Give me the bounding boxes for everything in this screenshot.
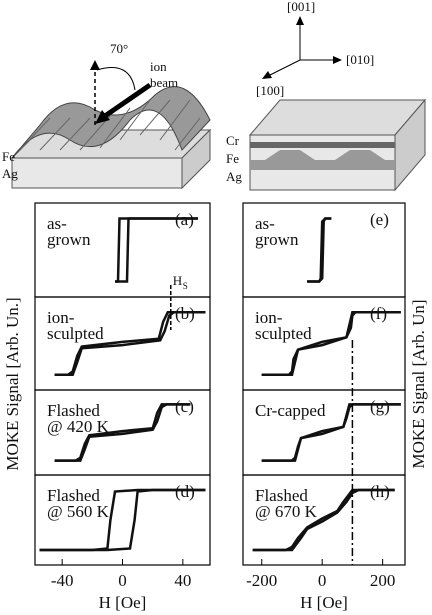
hysteresis-branch xyxy=(54,403,191,462)
panel-label: (h) xyxy=(370,482,390,501)
x-tick-label: 40 xyxy=(174,571,191,590)
hysteresis-branch xyxy=(261,311,401,376)
axis-dir-label: [001] xyxy=(287,0,315,14)
layer-label: Ag xyxy=(2,166,18,181)
panel-annotation: @ 670 K xyxy=(255,502,318,521)
layer-label: Ag xyxy=(226,169,242,184)
panel-annotation: ion- xyxy=(255,308,283,327)
panel-label: (c) xyxy=(175,397,194,416)
hysteresis-branch xyxy=(54,311,206,376)
sample-left: 70° ion beam Fe Ag xyxy=(2,41,212,190)
panel-annotation: @ 560 K xyxy=(47,502,110,521)
hysteresis-branch xyxy=(115,217,198,283)
hysteresis-branch xyxy=(307,217,332,283)
axis-dir-label: [100] xyxy=(256,83,284,98)
x-tick-label: 0 xyxy=(318,571,327,590)
x-axis-label: H [Oe] xyxy=(300,593,348,612)
panel-annotation: as- xyxy=(255,214,275,233)
beam-label: ion xyxy=(150,59,167,74)
panel-annotation: sculpted xyxy=(255,324,312,343)
panel-frame xyxy=(242,474,406,566)
x-tick-label: -200 xyxy=(246,571,277,590)
hysteresis-branch xyxy=(261,403,401,462)
hs-subscript: S xyxy=(183,281,188,291)
panel-annotation: grown xyxy=(255,230,299,249)
sample-right: Cr Fe Ag [001] [010] [100] xyxy=(226,0,427,192)
layer-label: Fe xyxy=(226,151,239,166)
panel-annotation: @ 420 K xyxy=(47,417,110,436)
angle-label: 70° xyxy=(110,41,128,56)
panel-label: (f) xyxy=(370,304,387,323)
y-axis-label: MOKE Signal [Arb. Un.] xyxy=(3,297,22,470)
panel-label: (e) xyxy=(370,210,389,229)
panel-label: (g) xyxy=(370,397,390,416)
hysteresis-branch xyxy=(54,403,191,462)
panel-annotation: Flashed xyxy=(47,401,100,420)
x-tick-label: 200 xyxy=(370,571,396,590)
layer-label: Fe xyxy=(2,149,15,164)
panel-label: (d) xyxy=(175,482,195,501)
hysteresis-branch xyxy=(54,311,206,376)
panel-annotation: sculpted xyxy=(47,324,104,343)
panel-annotation: ion- xyxy=(47,308,75,327)
x-tick-label: -40 xyxy=(51,571,74,590)
panel-label: (b) xyxy=(175,304,195,323)
axis-dir-label: [010] xyxy=(346,52,374,67)
panel-annotation: Cr-capped xyxy=(255,401,326,420)
hysteresis-branch xyxy=(252,488,395,552)
panel-annotation: Flashed xyxy=(255,486,308,505)
panel-annotation: Flashed xyxy=(47,486,100,505)
hs-label: H xyxy=(173,273,182,288)
beam-label: beam xyxy=(150,75,178,90)
hysteresis-branch xyxy=(39,488,206,552)
panel-annotation: as- xyxy=(47,214,67,233)
panel-label: (a) xyxy=(175,210,194,229)
hysteresis-branch xyxy=(252,488,395,552)
layer-label: Cr xyxy=(226,133,240,148)
x-axis-label: H [Oe] xyxy=(99,593,147,612)
hysteresis-branch xyxy=(307,217,332,283)
y-axis-label: MOKE Signal [Arb. Un] xyxy=(409,299,428,468)
panel-annotation: grown xyxy=(47,230,91,249)
x-tick-label: 0 xyxy=(118,571,127,590)
